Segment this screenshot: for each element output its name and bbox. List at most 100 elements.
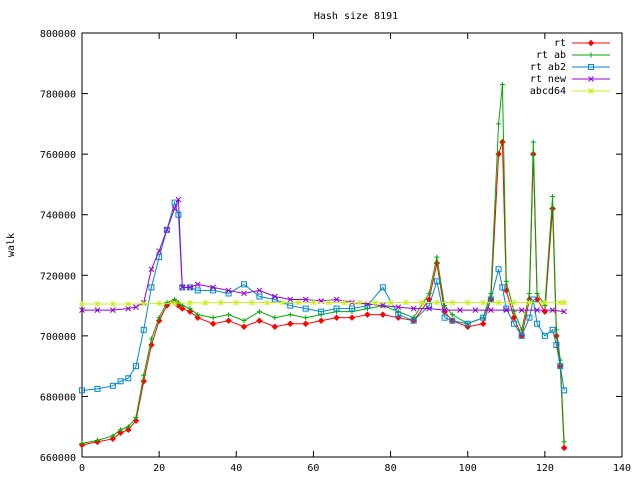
data-point-rt-new	[272, 293, 278, 300]
data-point-rt	[109, 435, 117, 443]
data-point-rt	[271, 323, 279, 330]
data-point-rt-new	[534, 307, 540, 313]
y-tick-label: 740000	[40, 211, 76, 222]
data-point-abcd64	[125, 301, 132, 307]
data-point-rt-ab2	[549, 326, 556, 333]
data-point-rt-new	[380, 302, 386, 309]
data-point-abcd64	[511, 299, 517, 306]
data-point-rt-new	[256, 287, 263, 294]
data-point-abcd64	[326, 299, 332, 306]
data-point-abcd64	[480, 299, 486, 306]
data-point-rt-ab	[141, 372, 147, 378]
y-tick-label: 760000	[40, 150, 76, 161]
x-tick-label: 140	[613, 463, 631, 474]
data-point-abcd64	[202, 299, 209, 306]
data-point-rt	[333, 314, 340, 321]
data-point-rt-new	[179, 284, 186, 291]
data-point-rt-new	[156, 248, 162, 254]
data-point-abcd64	[279, 299, 286, 306]
data-point-rt-ab2	[379, 284, 386, 291]
data-point-abcd64	[561, 299, 567, 306]
series-group	[78, 81, 568, 452]
data-point-rt-new	[561, 308, 567, 315]
data-point-rt-ab2	[94, 385, 101, 392]
data-point-rt-ab2	[534, 320, 541, 327]
data-point-rt	[225, 317, 232, 324]
data-point-rt-ab2	[302, 305, 309, 312]
data-point-rt-ab2	[163, 226, 170, 233]
data-point-rt-ab2	[241, 281, 247, 288]
data-point-rt-ab2	[109, 382, 116, 389]
data-point-rt-ab	[79, 440, 85, 446]
legend-label-rt-new: rt new	[530, 74, 567, 85]
data-point-rt-new	[503, 307, 510, 313]
data-point-rt-ab	[557, 357, 563, 363]
data-point-abcd64	[140, 300, 147, 307]
data-point-rt-new	[164, 227, 170, 233]
data-point-rt-new	[225, 287, 232, 294]
legend-marker-rt	[587, 39, 595, 47]
data-point-rt-ab	[148, 336, 154, 342]
data-point-rt-ab	[195, 312, 201, 318]
legend-label-rt: rt	[554, 38, 566, 49]
data-point-rt-ab	[530, 139, 536, 145]
x-tick-label: 60	[307, 463, 319, 474]
data-point-rt-new	[457, 307, 463, 313]
x-tick-label: 0	[79, 463, 85, 474]
data-point-rt	[117, 429, 124, 436]
y-tick-label: 660000	[40, 453, 76, 464]
legend-marker-rt-ab2	[588, 64, 594, 70]
data-point-rt-new	[79, 307, 85, 313]
data-point-abcd64	[542, 299, 548, 306]
data-point-rt-new	[171, 205, 178, 212]
data-point-abcd64	[187, 299, 193, 306]
data-point-abcd64	[94, 301, 101, 307]
legend-marker-rt-ab	[588, 52, 594, 58]
data-point-abcd64	[372, 299, 378, 306]
data-point-rt-ab	[364, 306, 370, 312]
data-point-rt-ab2	[526, 314, 533, 321]
data-point-rt-ab2	[395, 311, 402, 318]
data-point-rt	[479, 320, 487, 327]
data-point-rt-ab	[411, 315, 417, 321]
data-point-abcd64	[248, 299, 255, 306]
data-point-rt	[560, 444, 568, 452]
data-point-abcd64	[464, 299, 471, 306]
plot-frame	[81, 32, 623, 458]
data-point-rt-ab2	[561, 387, 568, 394]
axis-ticks: 0 20 40 60 80 100 120 140 660000 680000 700000 7200…	[40, 29, 631, 474]
x-tick-label: 80	[385, 463, 397, 474]
data-point-abcd64	[418, 299, 425, 306]
data-point-rt-new	[210, 284, 216, 291]
data-point-abcd64	[341, 299, 348, 306]
data-point-abcd64	[403, 299, 409, 306]
data-point-rt-ab2	[194, 287, 201, 294]
data-point-rt-ab2	[433, 278, 440, 285]
data-point-rt-ab	[226, 312, 232, 318]
data-point-abcd64	[387, 299, 394, 306]
data-point-rt-ab2	[518, 332, 525, 339]
data-point-rt-ab	[125, 424, 131, 430]
data-point-rt-ab2	[464, 320, 471, 327]
data-point-rt-ab2	[333, 305, 340, 312]
data-point-rt-new	[472, 307, 479, 313]
data-point-abcd64	[79, 301, 85, 307]
data-point-rt-new	[110, 307, 116, 313]
data-point-rt-new	[395, 304, 402, 310]
x-tick-label: 40	[230, 463, 242, 474]
data-point-rt-ab	[118, 427, 124, 433]
data-point-rt-ab	[179, 303, 185, 309]
data-point-rt-new	[133, 304, 139, 310]
data-point-rt-ab	[110, 433, 116, 439]
data-point-abcd64	[449, 299, 456, 306]
data-point-rt-ab2	[410, 317, 417, 324]
data-point-rt	[256, 317, 263, 324]
data-point-rt	[302, 320, 309, 327]
data-point-abcd64	[434, 299, 440, 306]
data-point-rt-ab	[272, 315, 278, 321]
data-point-rt-ab	[164, 300, 170, 306]
data-point-rt-ab2	[318, 308, 325, 315]
data-point-rt-ab	[303, 315, 309, 321]
data-point-rt-ab	[499, 81, 505, 87]
data-point-rt-ab	[434, 254, 440, 260]
